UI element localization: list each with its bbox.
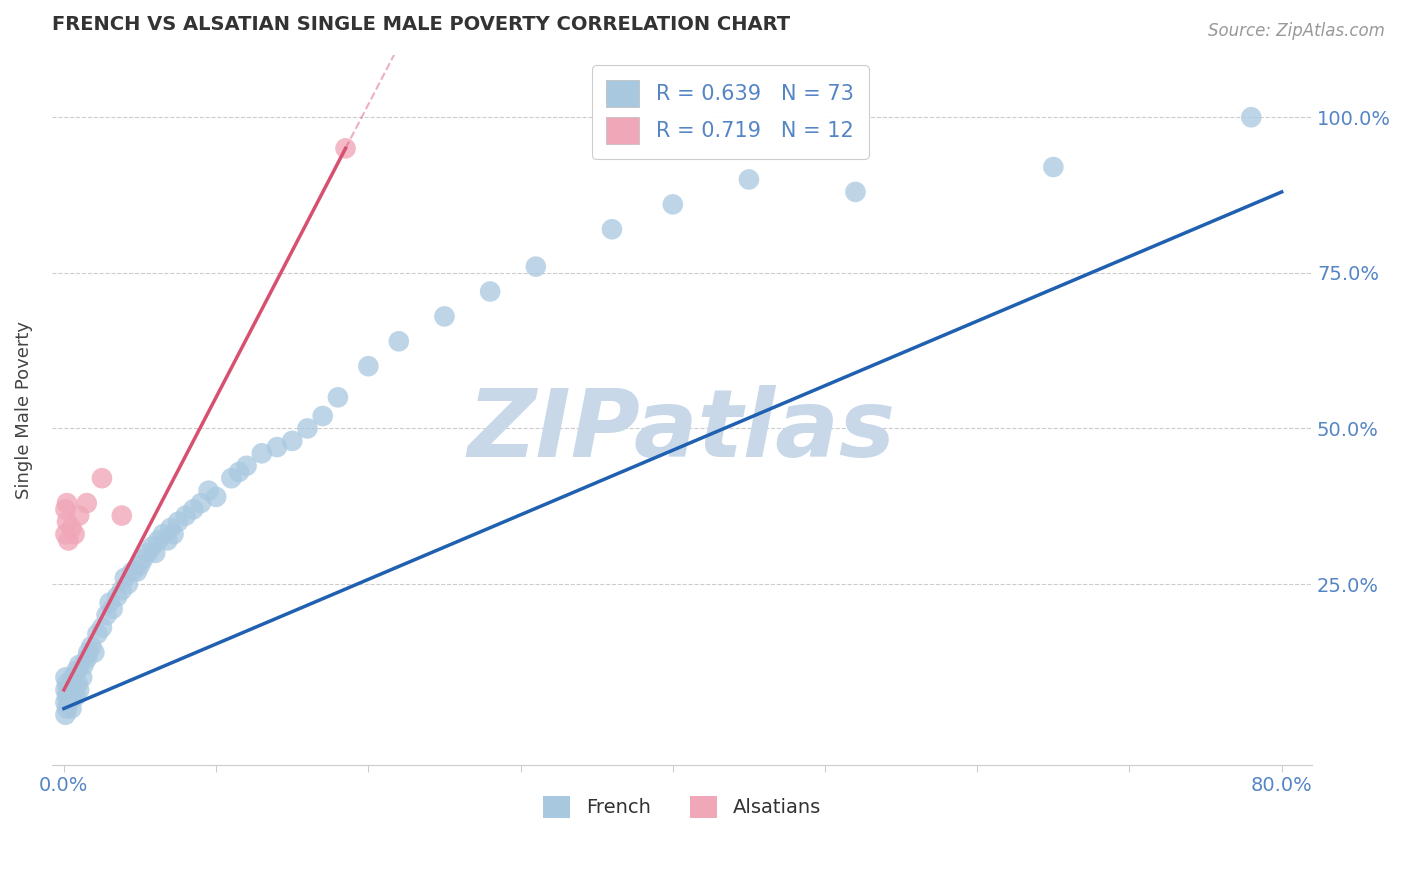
Point [96, 608, 118, 623]
Point [67, 657, 90, 672]
Point [143, 546, 166, 560]
Point [55, 695, 77, 709]
Point [65, 664, 87, 678]
Point [55, 682, 77, 697]
Point [76, 651, 98, 665]
Point [56, 496, 79, 510]
Point [136, 546, 159, 560]
Point [60, 701, 83, 715]
Point [62, 670, 84, 684]
Point [117, 577, 139, 591]
Point [174, 508, 197, 523]
Point [66, 676, 89, 690]
Point [56, 515, 79, 529]
Point [62, 689, 84, 703]
Text: FRENCH VS ALSATIAN SINGLE MALE POVERTY CORRELATION CHART: FRENCH VS ALSATIAN SINGLE MALE POVERTY C… [52, 15, 790, 34]
Point [388, 334, 411, 349]
Point [738, 172, 761, 186]
Point [63, 682, 86, 697]
Point [190, 496, 212, 510]
Point [59, 689, 82, 703]
Point [281, 434, 304, 448]
Point [357, 359, 380, 374]
Point [662, 197, 685, 211]
Point [114, 571, 136, 585]
Point [156, 533, 179, 548]
Point [73, 657, 96, 672]
Text: ZIPatlas: ZIPatlas [468, 385, 896, 477]
Point [205, 490, 228, 504]
Point [67, 508, 90, 523]
Point [235, 458, 257, 473]
Point [197, 483, 219, 498]
Point [121, 565, 143, 579]
Point [70, 670, 93, 684]
Point [56, 676, 79, 690]
Point [77, 645, 100, 659]
Point [91, 621, 114, 635]
Legend: French, Alsatians: French, Alsatians [536, 788, 828, 826]
Point [58, 533, 80, 548]
Point [141, 540, 163, 554]
Point [86, 627, 108, 641]
Point [433, 310, 456, 324]
Point [55, 527, 77, 541]
Point [181, 502, 204, 516]
Point [1240, 110, 1263, 124]
Point [479, 285, 502, 299]
Text: Source: ZipAtlas.com: Source: ZipAtlas.com [1208, 22, 1385, 40]
Point [600, 222, 623, 236]
Point [162, 527, 184, 541]
Point [101, 602, 124, 616]
Point [111, 508, 134, 523]
Point [58, 695, 80, 709]
Point [228, 465, 250, 479]
Point [63, 527, 86, 541]
Point [335, 141, 357, 155]
Point [60, 521, 83, 535]
Point [129, 558, 152, 573]
Point [80, 640, 103, 654]
Point [159, 521, 181, 535]
Point [132, 552, 155, 566]
Point [76, 496, 98, 510]
Point [60, 676, 83, 690]
Point [58, 682, 80, 697]
Point [125, 565, 148, 579]
Point [1042, 160, 1064, 174]
Point [221, 471, 243, 485]
Point [105, 590, 128, 604]
Point [326, 390, 349, 404]
Point [55, 502, 77, 516]
Point [98, 596, 121, 610]
Point [55, 670, 77, 684]
Point [844, 185, 866, 199]
Point [297, 421, 319, 435]
Point [55, 707, 77, 722]
Point [167, 515, 190, 529]
Point [83, 645, 105, 659]
Point [148, 533, 170, 548]
Point [250, 446, 273, 460]
Point [65, 689, 87, 703]
Point [524, 260, 547, 274]
Point [56, 701, 79, 715]
Point [111, 583, 134, 598]
Point [67, 682, 90, 697]
Point [312, 409, 335, 423]
Point [91, 471, 114, 485]
Point [266, 440, 288, 454]
Point [152, 527, 174, 541]
Y-axis label: Single Male Poverty: Single Male Poverty [15, 321, 32, 499]
Point [56, 689, 79, 703]
